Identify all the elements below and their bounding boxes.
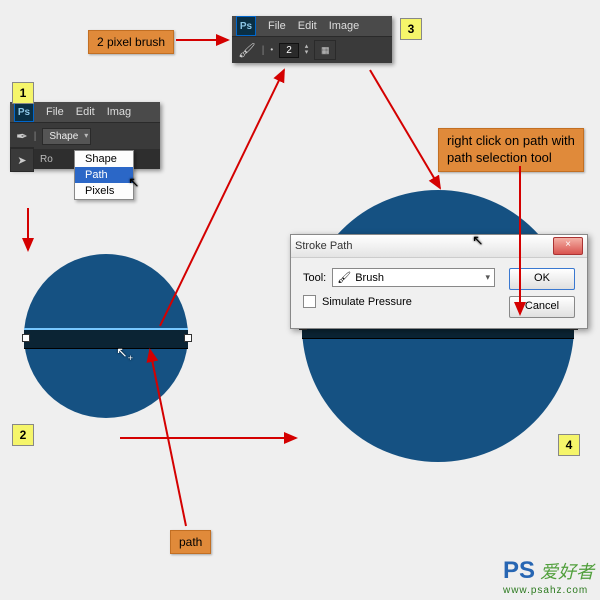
- path-handle-r[interactable]: [184, 334, 192, 342]
- ps-logo-icon-2: Ps: [236, 16, 256, 36]
- step-marker-1: 1: [12, 82, 34, 104]
- ps-panel-step3: Ps File Edit Image 🖌 | • 2 ▴▾ ▦: [232, 16, 392, 63]
- shape-mode-opt-shape[interactable]: Shape: [75, 151, 133, 167]
- ps-logo-icon: Ps: [14, 102, 34, 122]
- dialog-close-button[interactable]: ×: [553, 237, 583, 255]
- callout-path: path: [170, 530, 211, 554]
- menu-image-3[interactable]: Image: [329, 20, 360, 32]
- step-marker-3: 3: [400, 18, 422, 40]
- step-marker-4: 4: [558, 434, 580, 456]
- shape-mode-opt-pixels[interactable]: Pixels: [75, 183, 133, 199]
- stroke-path-dialog: Stroke Path × Tool: 🖌 Brush Simulate Pre…: [290, 234, 588, 329]
- ps-toolbar-pen: ✒ | Shape: [10, 122, 160, 149]
- ok-button[interactable]: OK: [509, 268, 575, 290]
- path-select-tool-icon[interactable]: ➤: [10, 148, 34, 172]
- callout-rightclick: right click on path with path selection …: [438, 128, 584, 172]
- step-marker-2: 2: [12, 424, 34, 446]
- ps-toolbar-brush: 🖌 | • 2 ▴▾ ▦: [232, 36, 392, 63]
- brush-tip-icon: •: [270, 46, 273, 54]
- menu-edit[interactable]: Edit: [76, 106, 95, 118]
- watermark: PS 爱好者 www.psahz.com: [503, 557, 594, 596]
- shape-mode-opt-path[interactable]: Path: [75, 167, 133, 183]
- path-band-small: [24, 328, 188, 349]
- ps-menu-bar-1: Ps File Edit Imag: [10, 102, 160, 122]
- brush-combo-icon: 🖌: [337, 271, 351, 284]
- cancel-button[interactable]: Cancel: [509, 296, 575, 318]
- shape-mode-dropdown[interactable]: Shape: [42, 128, 91, 145]
- path-handle-l[interactable]: [22, 334, 30, 342]
- pen-tool-icon[interactable]: ✒: [16, 129, 28, 143]
- tool-combo[interactable]: 🖌 Brush: [332, 268, 495, 287]
- menu-file[interactable]: File: [46, 106, 64, 118]
- brush-size-field[interactable]: 2: [279, 43, 299, 58]
- menu-file-3[interactable]: File: [268, 20, 286, 32]
- brush-panel-toggle-icon[interactable]: ▦: [314, 40, 336, 60]
- simulate-pressure-label: Simulate Pressure: [322, 296, 412, 308]
- dialog-title: Stroke Path: [295, 240, 352, 252]
- tool-label: Tool:: [303, 272, 326, 284]
- callout-2px-brush: 2 pixel brush: [88, 30, 174, 54]
- doc-tab: Ro: [40, 154, 53, 165]
- menu-image[interactable]: Imag: [107, 106, 131, 118]
- menu-edit-3[interactable]: Edit: [298, 20, 317, 32]
- callout-rightclick-l2: path selection tool: [447, 150, 552, 165]
- shape-mode-menu: Shape Path Pixels: [74, 150, 134, 200]
- callout-rightclick-l1: right click on path with: [447, 133, 575, 148]
- brush-size-stepper[interactable]: ▴▾: [305, 44, 309, 56]
- tool-combo-value: Brush: [355, 272, 384, 284]
- simulate-pressure-checkbox[interactable]: [303, 295, 316, 308]
- ps-menu-bar-3: Ps File Edit Image: [232, 16, 392, 36]
- brush-tool-icon[interactable]: 🖌: [238, 43, 256, 57]
